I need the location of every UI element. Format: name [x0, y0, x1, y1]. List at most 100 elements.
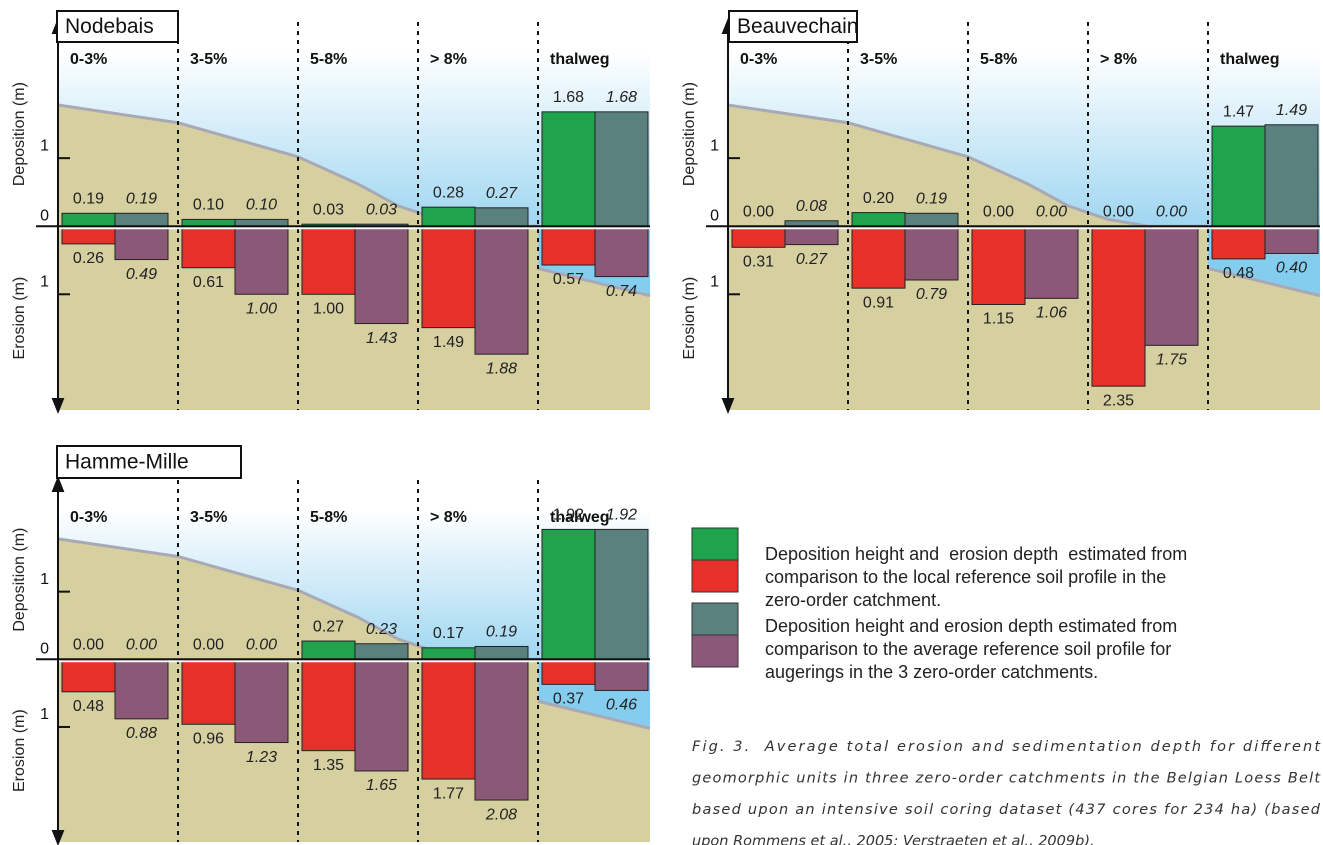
value-label: 0.57: [553, 271, 584, 288]
bar: [1092, 226, 1145, 386]
bar: [475, 208, 528, 226]
value-label: 1.65: [366, 777, 397, 794]
caption-line: Fig. 3. Average total erosion and sedime…: [692, 739, 1321, 755]
value-label: 0.00: [1103, 203, 1134, 220]
value-label: 0.00: [1036, 203, 1067, 220]
bar: [355, 226, 408, 323]
value-label: 0.27: [486, 185, 518, 202]
legend-text: comparison to the local reference soil p…: [765, 567, 1166, 587]
bar: [1212, 226, 1265, 259]
value-label: 0.10: [193, 197, 224, 214]
y-tick-label: 1: [40, 273, 49, 290]
value-label: 0.19: [486, 624, 517, 641]
y-tick-label: 1: [710, 137, 719, 154]
value-label: 2.08: [485, 806, 517, 823]
bar: [355, 659, 408, 771]
y-tick-label: 0: [40, 207, 49, 224]
value-label: 0.79: [916, 286, 947, 303]
value-label: 1.00: [246, 300, 277, 317]
value-label: 2.35: [1103, 392, 1134, 409]
category-label: thalweg: [550, 51, 610, 68]
bar: [1265, 226, 1318, 253]
y-tick-label: 1: [40, 571, 49, 588]
y-axis-label: Deposition (m): [11, 528, 28, 632]
value-label: 1.00: [313, 300, 344, 317]
bar: [422, 648, 475, 660]
value-label: 0.19: [126, 190, 157, 207]
caption-line: upon Rommens et al., 2005; Verstraeten e…: [692, 834, 1095, 845]
value-label: 0.91: [863, 294, 894, 311]
bar: [595, 529, 648, 659]
value-label: 1.06: [1036, 305, 1067, 322]
bar: [1265, 125, 1318, 226]
value-label: 0.49: [126, 266, 157, 283]
value-label: 0.19: [73, 190, 104, 207]
category-label: 3-5%: [190, 51, 227, 68]
bar: [542, 529, 595, 659]
value-label: 0.40: [1276, 260, 1307, 277]
bar: [595, 659, 648, 690]
legend-swatch: [692, 603, 738, 635]
value-label: 1.49: [1276, 102, 1307, 119]
value-label: 1.77: [433, 785, 464, 802]
value-label: 1.43: [366, 330, 397, 347]
category-label: 0-3%: [740, 51, 777, 68]
bar: [475, 646, 528, 659]
y-tick-label: 0: [710, 207, 719, 224]
value-label: 0.96: [193, 730, 224, 747]
caption-line: geomorphic units in three zero-order cat…: [692, 771, 1321, 787]
bar: [115, 226, 168, 259]
category-label: 5-8%: [310, 509, 347, 526]
bar: [422, 207, 475, 226]
value-label: 0.27: [796, 251, 828, 268]
y-axis-label: Erosion (m): [681, 277, 698, 360]
bar: [182, 226, 235, 268]
category-label: > 8%: [430, 51, 467, 68]
value-label: 0.61: [193, 274, 224, 291]
y-axis-label: Erosion (m): [11, 709, 28, 792]
value-label: 0.00: [743, 203, 774, 220]
y-axis-label: Erosion (m): [11, 277, 28, 360]
value-label: 0.20: [863, 190, 894, 207]
value-label: 1.68: [606, 89, 637, 106]
value-label: 0.88: [126, 725, 157, 742]
value-label: 0.23: [366, 621, 397, 638]
category-label: thalweg: [1220, 51, 1280, 68]
value-label: 0.46: [606, 697, 637, 714]
category-label: 3-5%: [860, 51, 897, 68]
value-label: 1.88: [486, 360, 517, 377]
y-tick-label: 1: [40, 706, 49, 723]
bar: [115, 659, 168, 719]
legend-swatch: [692, 635, 738, 667]
legend-text: zero-order catchment.: [765, 590, 941, 610]
caption-line: based upon an intensive soil coring data…: [692, 802, 1321, 818]
bar: [1212, 126, 1265, 226]
category-label: 3-5%: [190, 509, 227, 526]
value-label: 0.37: [553, 691, 584, 708]
bar: [542, 659, 595, 684]
chart-title: Beauvechain: [737, 15, 858, 38]
bar: [852, 226, 905, 288]
page: {"chart_data": [ {"type": "bar", "title"…: [0, 0, 1323, 845]
value-label: 0.00: [193, 637, 224, 654]
bar: [355, 644, 408, 660]
y-tick-label: 1: [40, 137, 49, 154]
bar: [905, 213, 958, 226]
y-tick-label: 1: [710, 273, 719, 290]
bar: [235, 659, 288, 742]
category-label: 0-3%: [70, 509, 107, 526]
value-label: 1.47: [1223, 103, 1254, 120]
bar: [182, 659, 235, 724]
value-label: 0.00: [246, 637, 277, 654]
bar: [235, 219, 288, 226]
bar: [115, 213, 168, 226]
value-label: 1.75: [1156, 352, 1187, 369]
bar: [1145, 226, 1198, 345]
chart-title: Hamme-Mille: [65, 451, 189, 474]
legend-swatch: [692, 528, 738, 560]
value-label: 1.49: [433, 334, 464, 351]
value-label: 0.74: [606, 283, 637, 300]
category-label: > 8%: [430, 509, 467, 526]
bar: [302, 641, 355, 659]
legend-swatch: [692, 560, 738, 592]
